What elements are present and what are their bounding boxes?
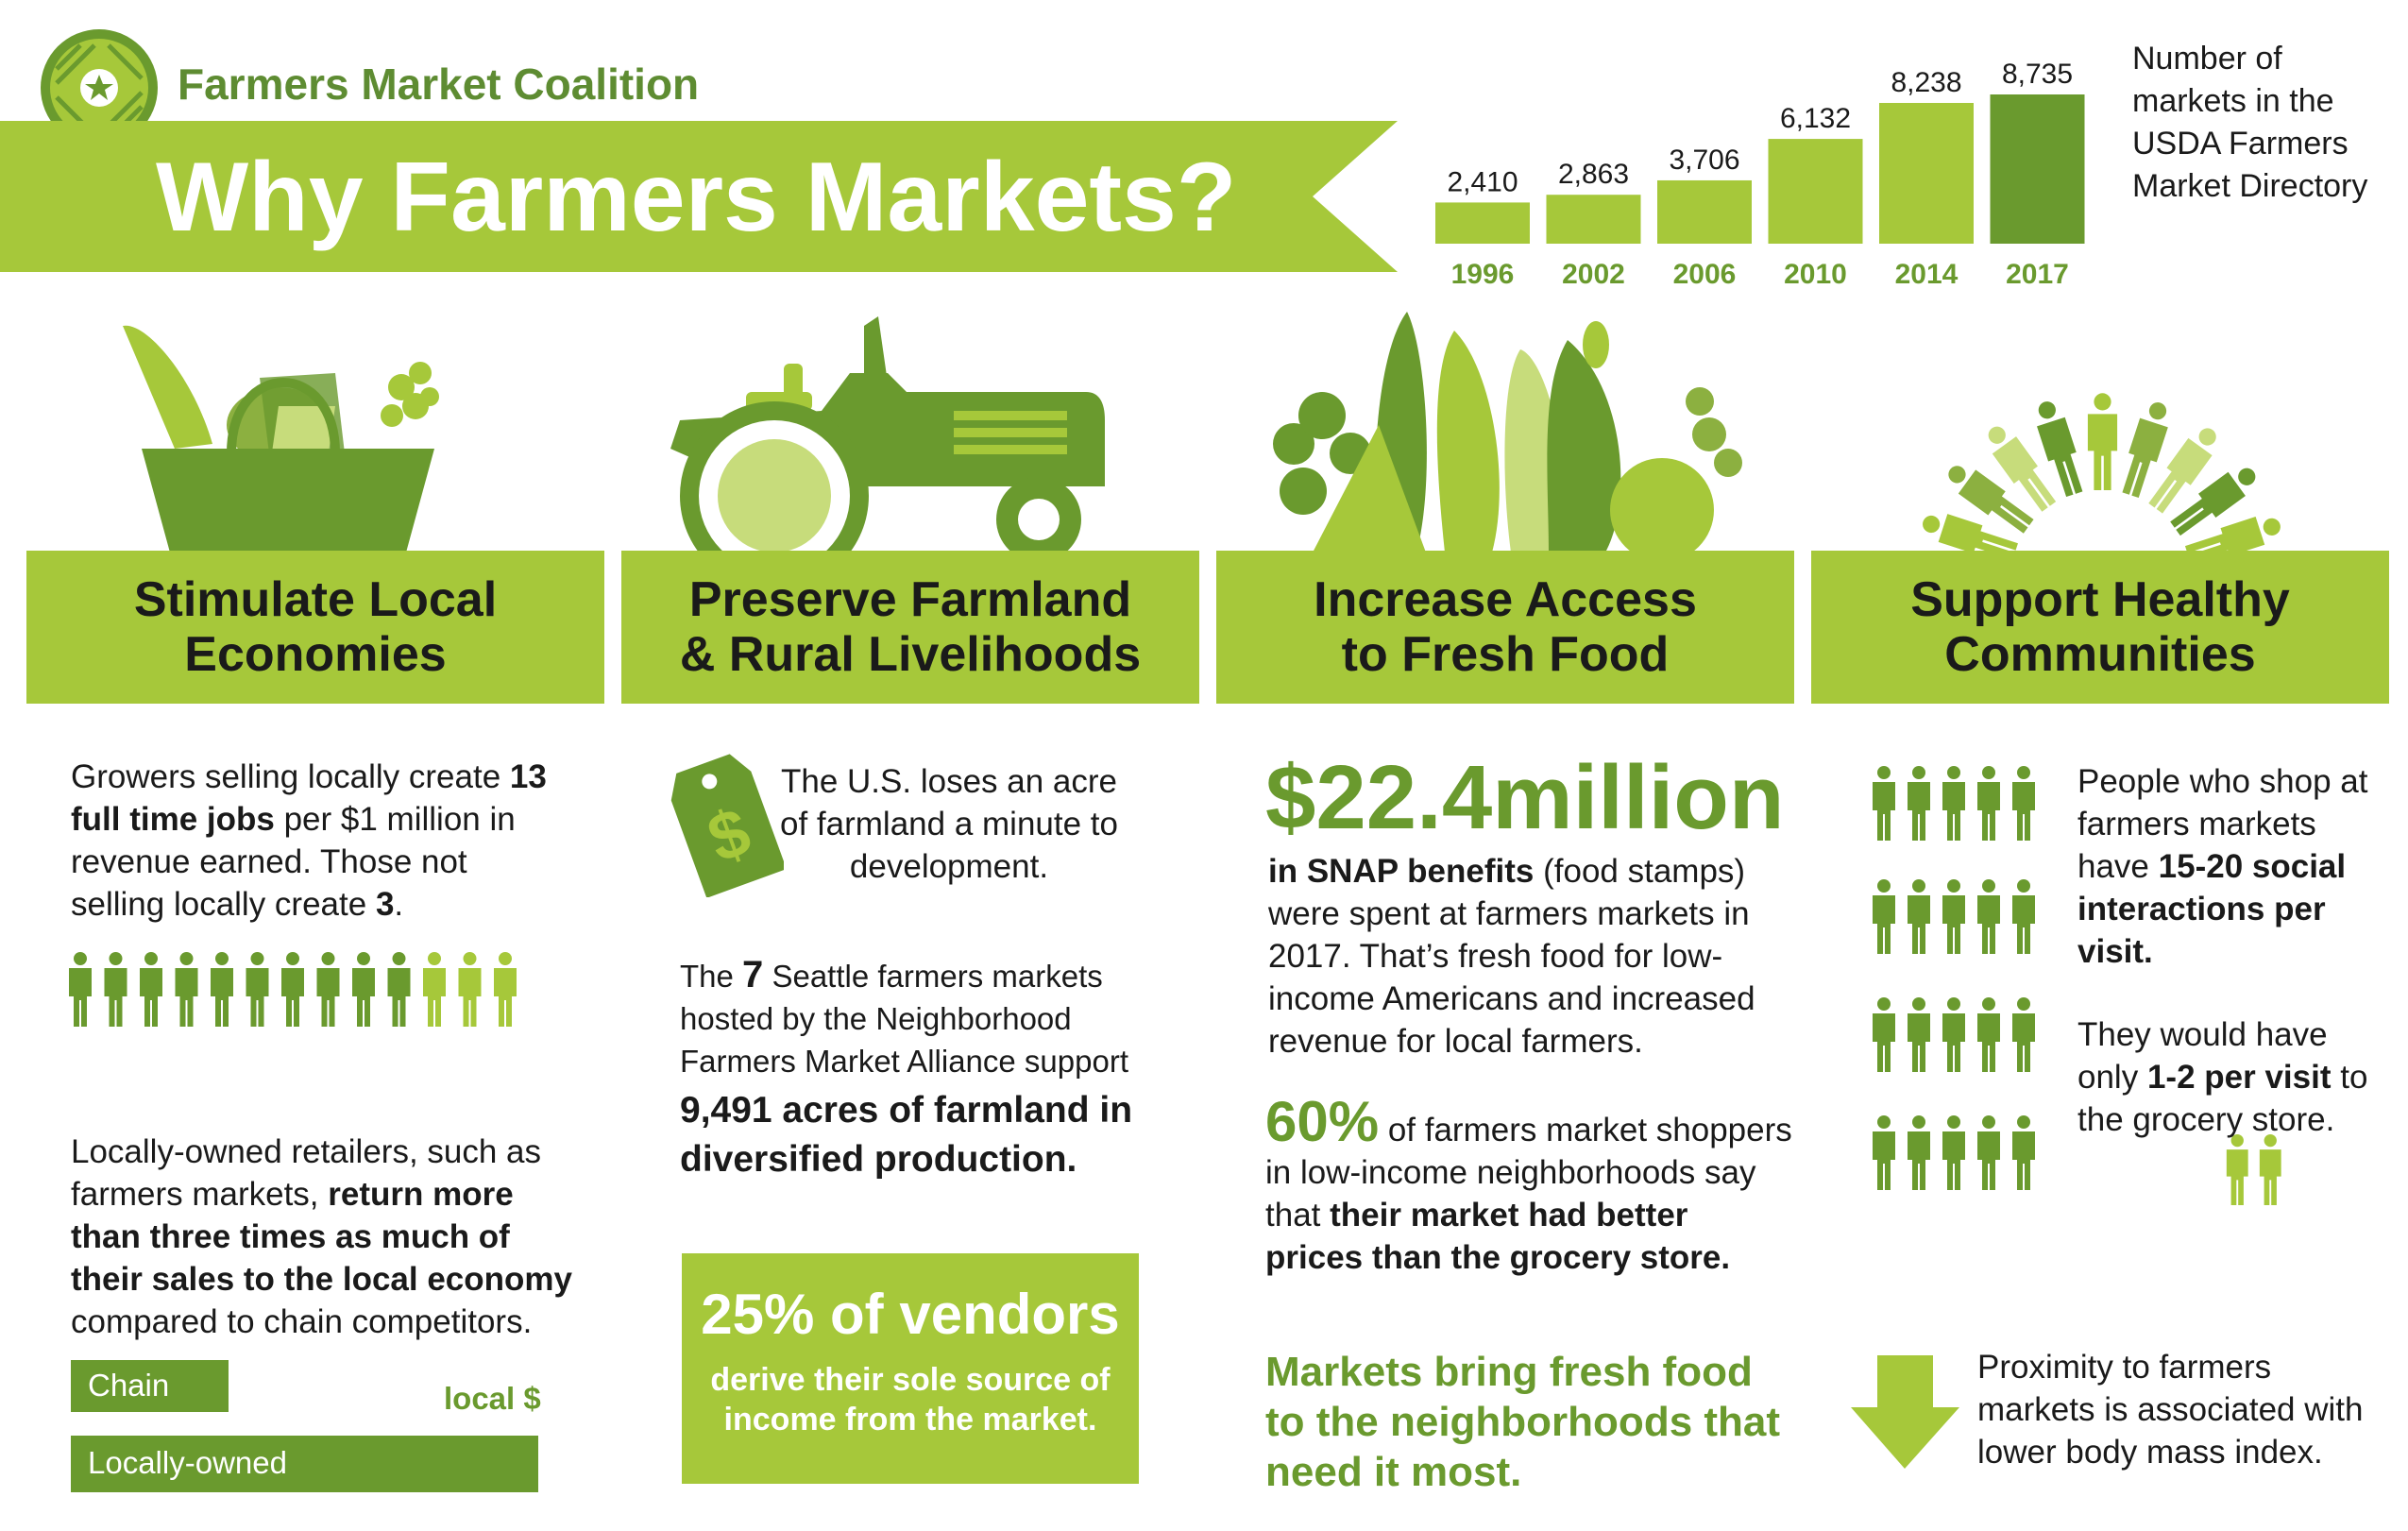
person-icon: [1923, 514, 2018, 553]
person-icon: [2259, 1133, 2281, 1205]
section-header-fresh-food: Increase Access to Fresh Food: [1216, 551, 1794, 704]
person-icon: [1977, 1115, 2000, 1190]
person-icon: [211, 952, 233, 1027]
locally-owned-bar: Locally-owned: [71, 1436, 538, 1492]
bar-category-label: 1996: [1451, 259, 1515, 290]
bar-value-label: 8,735: [2002, 59, 2073, 90]
person-icon: [1942, 879, 1965, 954]
person-icon: [175, 952, 198, 1027]
person-icon: [1988, 426, 2057, 512]
bar-2002: [1546, 195, 1641, 244]
person-icon: [2087, 393, 2118, 490]
page-title: Why Farmers Markets?: [156, 143, 1237, 252]
title-banner: [0, 121, 1398, 272]
person-icon: [281, 952, 304, 1027]
bar-category-label: 2017: [2006, 259, 2069, 290]
person-icon: [104, 952, 127, 1027]
bar-2010: [1768, 139, 1863, 244]
social-people-grid: [1873, 766, 2281, 1205]
grocery-text: They would have only 1-2 per visit to th…: [2077, 1016, 2368, 1138]
person-icon: [1873, 766, 1895, 841]
person-icon: [352, 952, 375, 1027]
person-icon: [2170, 468, 2256, 536]
farmland-loss-text: The U.S. loses an acre of farmland a min…: [780, 763, 1118, 885]
person-icon: [2122, 402, 2168, 498]
person-icon: [316, 952, 340, 1027]
person-icon: [1873, 997, 1895, 1072]
section-header-economies: Stimulate Local Economies: [26, 551, 604, 704]
person-icon: [1977, 766, 2000, 841]
chain-bar: Chain: [71, 1360, 229, 1412]
person-icon: [2037, 401, 2083, 498]
retail-text: Locally-owned retailers, such as farmers…: [71, 1133, 572, 1340]
section-header-communities: Support Healthy Communities: [1811, 551, 2389, 704]
person-icon: [1908, 879, 1930, 954]
grocery-bag-icon: [123, 325, 439, 553]
price-tag-icon: $: [670, 754, 784, 897]
person-icon: [1942, 1115, 1965, 1190]
tractor-icon: [670, 316, 1105, 553]
person-icon: [1908, 1115, 1930, 1190]
vegetables-icon: [1273, 312, 1742, 553]
person-icon: [1977, 997, 2000, 1072]
person-icon: [387, 952, 411, 1027]
person-icon: [458, 952, 482, 1027]
person-icon: [246, 952, 269, 1027]
vendors-box: 25% of vendors derive their sole source …: [682, 1253, 1139, 1484]
person-icon: [423, 952, 446, 1027]
bmi-text: Proximity to farmers markets is associat…: [1977, 1349, 2364, 1471]
bar-category-label: 2014: [1895, 259, 1959, 290]
person-icon: [2012, 997, 2035, 1072]
bar-2017: [1990, 94, 2085, 244]
snap-amount: $22.4million: [1265, 747, 1785, 848]
person-icon: [69, 952, 92, 1027]
bar-value-label: 8,238: [1891, 67, 1961, 98]
snap-text: in SNAP benefits (food stamps) were spen…: [1268, 853, 1755, 1060]
seattle-text: The 7 Seattle farmers markets hosted by …: [680, 954, 1133, 1180]
person-icon: [2012, 766, 2035, 841]
jobs-people-row: [69, 952, 517, 1027]
sixty-pct-text: 60% of farmers market shoppers in low-in…: [1265, 1090, 1792, 1277]
person-icon: [1908, 997, 1930, 1072]
section-header-farmland: Preserve Farmland & Rural Livelihoods: [621, 551, 1199, 704]
bar-value-label: 6,132: [1780, 103, 1851, 134]
people-circle-icon: [1923, 393, 2281, 553]
fresh-food-tagline: Markets bring fresh food to the neighbor…: [1265, 1349, 1781, 1495]
person-icon: [2226, 1133, 2248, 1205]
markets-bar-chart: 2,410 1996 2,863 2002 3,706 2006 6,132 2010 8,23…: [1435, 59, 2085, 290]
bar-category-label: 2010: [1784, 259, 1847, 290]
bar-2014: [1879, 102, 1974, 245]
chart-note: Number of markets in the USDA Farmers Ma…: [2132, 41, 2368, 204]
coalition-logo: [41, 29, 158, 146]
jobs-text: Growers selling locally create 13 full t…: [71, 758, 547, 923]
person-icon: [1977, 879, 2000, 954]
person-icon: [1908, 766, 1930, 841]
bar-value-label: 2,863: [1558, 159, 1629, 190]
bar-value-label: 2,410: [1447, 166, 1518, 197]
bar-category-label: 2006: [1673, 259, 1737, 290]
local-dollar-note: local $: [444, 1381, 541, 1416]
person-icon: [1942, 766, 1965, 841]
bar-value-label: 3,706: [1669, 145, 1739, 176]
person-icon: [2012, 1115, 2035, 1190]
person-icon: [2148, 428, 2216, 514]
bar-2006: [1657, 179, 1752, 244]
person-icon: [1873, 879, 1895, 954]
down-arrow-icon: [1851, 1355, 1959, 1469]
person-icon: [494, 952, 517, 1027]
brand-name: Farmers Market Coalition: [178, 60, 700, 109]
person-icon: [1948, 466, 2034, 534]
bar-1996: [1435, 202, 1530, 244]
person-icon: [1873, 1115, 1895, 1190]
person-icon: [1942, 997, 1965, 1072]
social-text: People who shop at farmers markets have …: [2077, 763, 2368, 970]
person-icon: [140, 952, 162, 1027]
bar-category-label: 2002: [1562, 259, 1625, 290]
person-icon: [2012, 879, 2035, 954]
